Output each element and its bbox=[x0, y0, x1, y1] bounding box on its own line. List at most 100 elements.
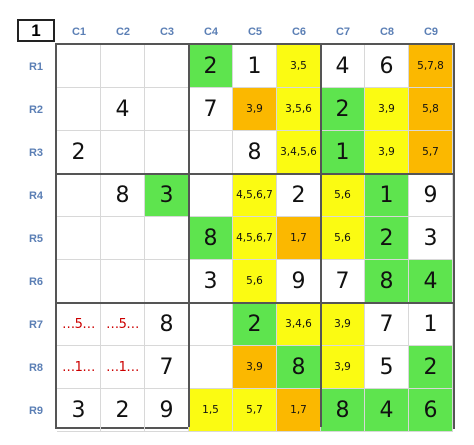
sudoku-cell[interactable]: …5… bbox=[57, 303, 101, 346]
sudoku-cell[interactable]: 5,7 bbox=[233, 389, 277, 432]
sudoku-cell[interactable] bbox=[57, 45, 101, 88]
sudoku-cell[interactable]: 9 bbox=[277, 260, 321, 303]
sudoku-cell[interactable]: 5,6 bbox=[321, 174, 365, 217]
sudoku-cell[interactable]: 5 bbox=[365, 346, 409, 389]
sudoku-cell[interactable]: 8 bbox=[277, 346, 321, 389]
sudoku-cell[interactable] bbox=[101, 260, 145, 303]
column-header: C4 bbox=[203, 26, 219, 38]
sudoku-cell[interactable] bbox=[57, 88, 101, 131]
sudoku-cell[interactable] bbox=[57, 174, 101, 217]
sudoku-cell[interactable]: 2 bbox=[365, 217, 409, 260]
sudoku-cell[interactable]: 5,6 bbox=[233, 260, 277, 303]
sudoku-cell[interactable]: 3,9 bbox=[321, 346, 365, 389]
column-header: C7 bbox=[335, 26, 351, 38]
sudoku-grid: 2 1 3,5 4 6 5,7,8 4 7 3,9 3,5,6 2 3,9 5,8 2 8 3,4,5,6 1 3… bbox=[55, 43, 455, 432]
box-divider-vertical bbox=[320, 45, 322, 427]
sudoku-cell[interactable]: 8 bbox=[233, 131, 277, 174]
box-divider-horizontal bbox=[57, 173, 453, 175]
sudoku-cell[interactable]: 3,9 bbox=[365, 88, 409, 131]
sudoku-cell[interactable]: 3 bbox=[145, 174, 189, 217]
sudoku-cell[interactable]: 3,9 bbox=[365, 131, 409, 174]
sudoku-cell[interactable]: 2 bbox=[277, 174, 321, 217]
sudoku-cell[interactable]: 5,7,8 bbox=[409, 45, 453, 88]
sudoku-cell[interactable]: 5,8 bbox=[409, 88, 453, 131]
sudoku-cell[interactable]: 4 bbox=[321, 45, 365, 88]
sudoku-cell[interactable]: 8 bbox=[321, 389, 365, 432]
sudoku-cell[interactable]: 3 bbox=[409, 217, 453, 260]
sudoku-cell[interactable] bbox=[101, 131, 145, 174]
sudoku-cell[interactable] bbox=[57, 217, 101, 260]
sudoku-cell[interactable] bbox=[145, 88, 189, 131]
box-divider-horizontal bbox=[57, 302, 453, 304]
row-header: R9 bbox=[28, 404, 44, 417]
sudoku-cell[interactable]: 7 bbox=[321, 260, 365, 303]
column-header: C6 bbox=[291, 26, 307, 38]
sudoku-cell[interactable]: 3,9 bbox=[233, 346, 277, 389]
sudoku-cell[interactable]: 1 bbox=[233, 45, 277, 88]
sudoku-cell[interactable] bbox=[101, 217, 145, 260]
sudoku-cell[interactable] bbox=[101, 45, 145, 88]
sudoku-cell[interactable] bbox=[145, 260, 189, 303]
column-header: C9 bbox=[423, 26, 439, 38]
sudoku-cell[interactable] bbox=[145, 45, 189, 88]
sudoku-cell[interactable]: 2 bbox=[321, 88, 365, 131]
sudoku-cell[interactable] bbox=[145, 217, 189, 260]
sudoku-cell[interactable]: 5,6 bbox=[321, 217, 365, 260]
row-header: R5 bbox=[28, 232, 44, 245]
sudoku-cell[interactable]: 3,4,6 bbox=[277, 303, 321, 346]
sudoku-cell[interactable]: 4 bbox=[365, 389, 409, 432]
sudoku-cell[interactable]: 2 bbox=[57, 131, 101, 174]
sudoku-cell[interactable]: 7 bbox=[145, 346, 189, 389]
sudoku-cell[interactable] bbox=[189, 303, 233, 346]
sudoku-cell[interactable]: 2 bbox=[409, 346, 453, 389]
row-header: R4 bbox=[28, 189, 44, 202]
column-header: C2 bbox=[115, 26, 131, 38]
sudoku-cell[interactable]: 1,7 bbox=[277, 217, 321, 260]
sudoku-cell[interactable]: 8 bbox=[365, 260, 409, 303]
sudoku-cell[interactable]: 1,7 bbox=[277, 389, 321, 432]
row-header: R3 bbox=[28, 146, 44, 159]
sudoku-cell[interactable]: 8 bbox=[145, 303, 189, 346]
sudoku-cell[interactable]: 6 bbox=[409, 389, 453, 432]
sudoku-cell[interactable]: 3,5 bbox=[277, 45, 321, 88]
sudoku-cell[interactable]: 9 bbox=[145, 389, 189, 432]
sudoku-cell[interactable]: …5… bbox=[101, 303, 145, 346]
sudoku-cell[interactable]: …1… bbox=[57, 346, 101, 389]
sudoku-cell[interactable]: …1… bbox=[101, 346, 145, 389]
sudoku-cell[interactable] bbox=[57, 260, 101, 303]
sudoku-cell[interactable]: 4 bbox=[409, 260, 453, 303]
sudoku-cell[interactable] bbox=[189, 131, 233, 174]
box-divider-vertical bbox=[188, 45, 190, 427]
row-header: R2 bbox=[28, 103, 44, 116]
sudoku-cell[interactable]: 3,9 bbox=[233, 88, 277, 131]
sudoku-cell[interactable]: 3 bbox=[57, 389, 101, 432]
sudoku-cell[interactable] bbox=[145, 131, 189, 174]
sudoku-cell[interactable]: 4,5,6,7 bbox=[233, 217, 277, 260]
sudoku-cell[interactable]: 1 bbox=[365, 174, 409, 217]
sudoku-cell[interactable]: 7 bbox=[189, 88, 233, 131]
sudoku-cell[interactable]: 3,4,5,6 bbox=[277, 131, 321, 174]
sudoku-cell[interactable]: 2 bbox=[189, 45, 233, 88]
sudoku-cell[interactable]: 1 bbox=[321, 131, 365, 174]
sudoku-cell[interactable]: 9 bbox=[409, 174, 453, 217]
sudoku-cell[interactable]: 1,5 bbox=[189, 389, 233, 432]
row-header: R7 bbox=[28, 318, 44, 331]
sudoku-cell[interactable]: 6 bbox=[365, 45, 409, 88]
sudoku-cell[interactable]: 2 bbox=[101, 389, 145, 432]
sudoku-cell[interactable]: 1 bbox=[409, 303, 453, 346]
sudoku-cell[interactable]: 2 bbox=[233, 303, 277, 346]
sudoku-cell[interactable]: 3,5,6 bbox=[277, 88, 321, 131]
sudoku-cell[interactable]: 8 bbox=[101, 174, 145, 217]
sudoku-cell[interactable]: 3,9 bbox=[321, 303, 365, 346]
sudoku-cell[interactable] bbox=[189, 174, 233, 217]
row-header: R8 bbox=[28, 361, 44, 374]
sudoku-cell[interactable]: 4,5,6,7 bbox=[233, 174, 277, 217]
sudoku-cell[interactable]: 7 bbox=[365, 303, 409, 346]
sudoku-cell[interactable]: 8 bbox=[189, 217, 233, 260]
sudoku-cell[interactable]: 3 bbox=[189, 260, 233, 303]
sudoku-cell[interactable]: 5,7 bbox=[409, 131, 453, 174]
sudoku-cell[interactable]: 4 bbox=[101, 88, 145, 131]
column-header: C3 bbox=[159, 26, 175, 38]
sudoku-cell[interactable] bbox=[189, 346, 233, 389]
